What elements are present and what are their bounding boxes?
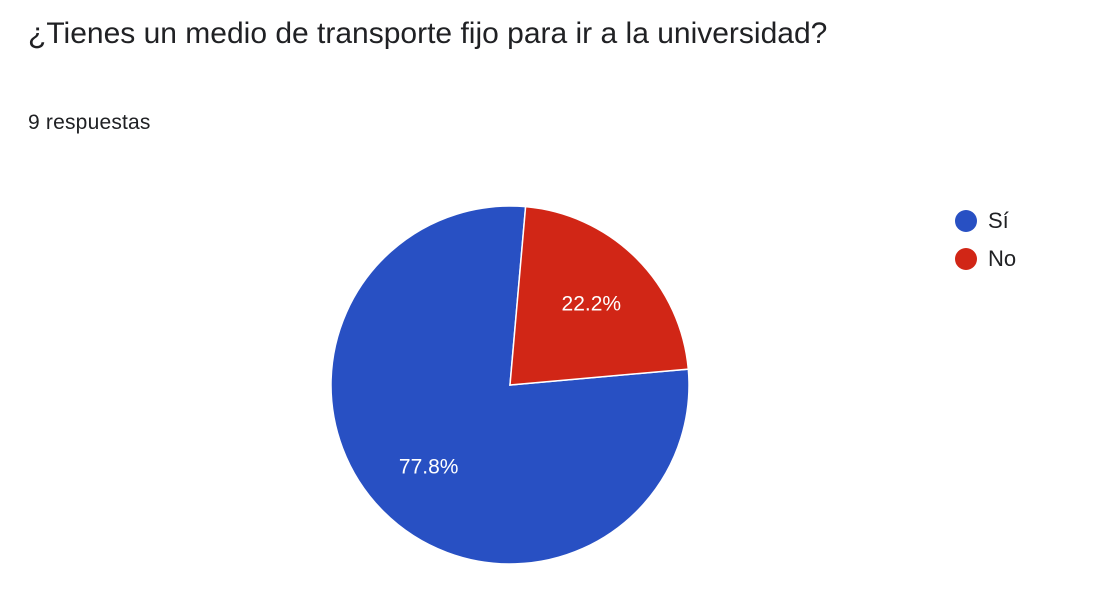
legend-item-si[interactable]: Sí <box>955 202 1016 240</box>
legend-swatch <box>955 210 977 232</box>
pie-slices <box>330 205 690 565</box>
pie-slice-no[interactable] <box>509 205 690 386</box>
question-title: ¿Tienes un medio de transporte fijo para… <box>28 17 828 50</box>
legend-item-no[interactable]: No <box>955 240 1016 278</box>
response-count: 9 respuestas <box>28 111 151 134</box>
pie-data-label-no: 22.2% <box>562 293 622 316</box>
pie-data-label-si: 77.8% <box>399 455 459 478</box>
legend-label: No <box>988 246 1017 271</box>
legend-swatch <box>955 248 977 270</box>
legend-label: Sí <box>988 208 1009 233</box>
pie-data-labels: 77.8% 22.2% <box>399 293 621 479</box>
chart-legend: Sí No <box>955 202 1016 278</box>
